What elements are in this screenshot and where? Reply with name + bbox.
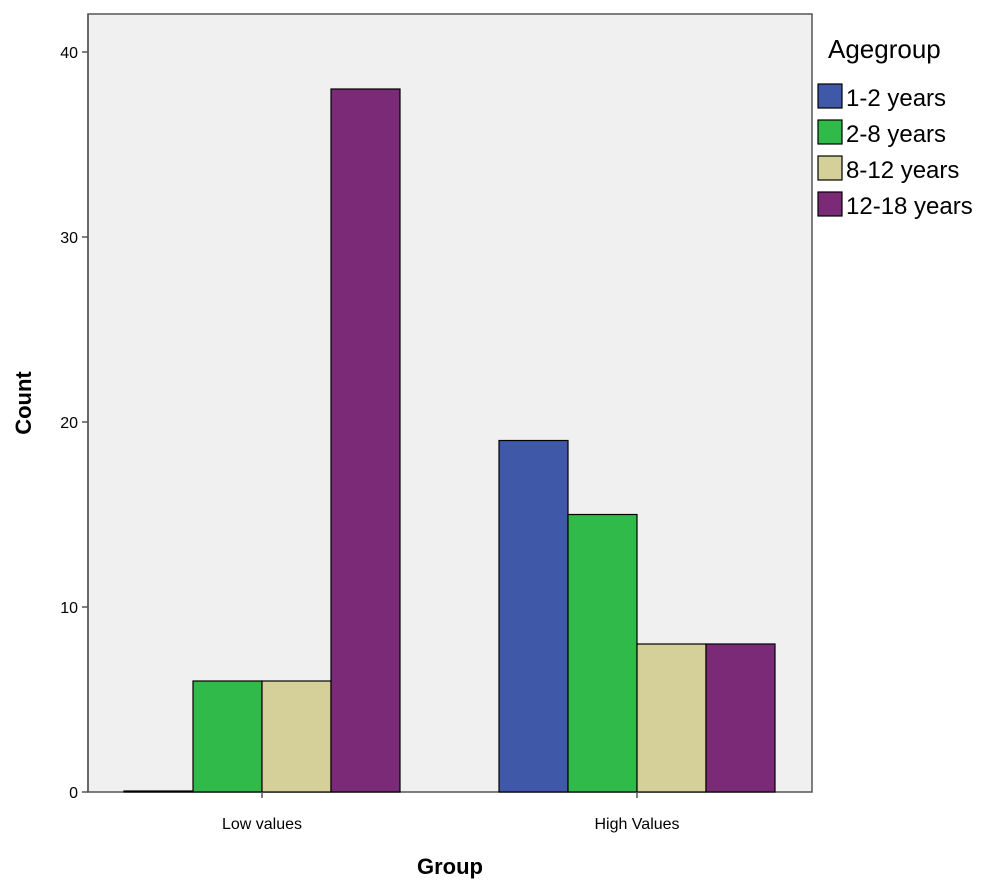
bar-high-values-12-18-years — [705, 643, 776, 793]
legend: Agegroup 1-2 years 2-8 years 8-12 years 12-… — [817, 34, 973, 220]
bar-low-values-2-8-years — [192, 680, 263, 793]
legend-label-8-12-years: 8-12 years — [846, 157, 959, 184]
legend-swatch-1-2-years — [817, 83, 843, 109]
legend-label-12-18-years: 12-18 years — [846, 193, 973, 220]
y-tick-label-30: 30 — [60, 230, 78, 247]
bar-high-values-2-8-years — [567, 513, 638, 793]
x-axis: Low values High Values — [222, 792, 680, 833]
legend-label-2-8-years: 2-8 years — [846, 121, 946, 148]
bar-high-values-1-2-years — [498, 439, 569, 793]
bar-high-values-8-12-years — [636, 643, 707, 793]
y-tick-label-10: 10 — [60, 600, 78, 617]
y-tick-label-20: 20 — [60, 415, 78, 432]
y-tick-label-40: 40 — [60, 45, 78, 62]
bar-low-values-1-2-years — [123, 790, 194, 793]
x-tick-label-low-values: Low values — [222, 816, 302, 833]
x-tick-label-high-values: High Values — [594, 816, 679, 833]
legend-swatch-12-18-years — [817, 191, 843, 217]
legend-swatch-8-12-years — [817, 155, 843, 181]
bars-group — [123, 88, 776, 793]
y-axis: 0 10 20 30 40 — [60, 14, 89, 802]
legend-swatch-2-8-years — [817, 119, 843, 145]
legend-title: Agegroup — [828, 34, 941, 64]
bar-low-values-8-12-years — [261, 680, 332, 793]
bar-low-values-12-18-years — [330, 88, 401, 793]
y-axis-title: Count — [11, 371, 36, 435]
x-axis-title: Group — [417, 854, 483, 879]
legend-label-1-2-years: 1-2 years — [846, 85, 946, 112]
y-tick-label-0: 0 — [69, 785, 78, 802]
